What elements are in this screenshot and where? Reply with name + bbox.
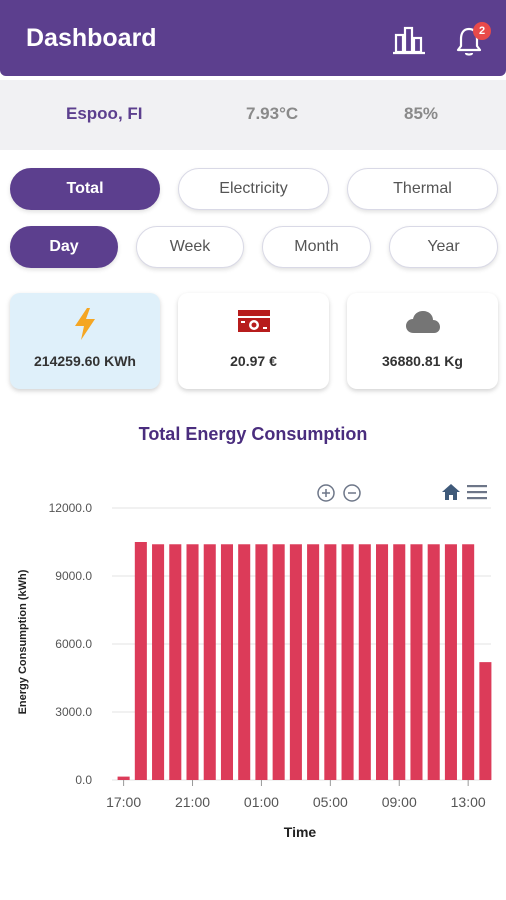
tab-week[interactable]: Week: [136, 226, 244, 268]
y-axis-label: Energy Consumption (kWh): [17, 569, 29, 714]
x-tick-label: 17:00: [106, 794, 141, 810]
cost-card[interactable]: 20.97 €: [178, 293, 329, 389]
bar-06:00[interactable]: [341, 544, 354, 780]
energy-card[interactable]: 214259.60 KWh: [10, 293, 160, 389]
tab-year[interactable]: Year: [389, 226, 498, 268]
x-axis-label: Time: [284, 824, 317, 840]
home-icon[interactable]: [440, 482, 462, 502]
cost-value: 20.97 €: [230, 353, 277, 369]
tab-electricity[interactable]: Electricity: [178, 168, 329, 210]
bar-14:00[interactable]: [479, 662, 492, 780]
chart-title: Total Energy Consumption: [138, 424, 368, 444]
money-icon: [237, 310, 270, 332]
y-tick-label: 6000.0: [55, 637, 92, 651]
tab-thermal[interactable]: Thermal: [347, 168, 498, 210]
bar-04:00[interactable]: [307, 544, 320, 780]
x-tick-label: 09:00: [382, 794, 417, 810]
notifications-button[interactable]: 2: [454, 22, 491, 58]
x-tick-label: 01:00: [244, 794, 279, 810]
bar-01:00[interactable]: [255, 544, 268, 780]
bar-10:00[interactable]: [410, 544, 423, 780]
bar-13:00[interactable]: [462, 544, 475, 780]
y-tick-label: 12000.0: [49, 501, 93, 515]
bar-19:00[interactable]: [152, 544, 165, 780]
bar-09:00[interactable]: [393, 544, 406, 780]
bar-08:00[interactable]: [375, 544, 389, 780]
weather-bar: Espoo, FI 7.93°C 85%: [0, 80, 506, 150]
zoom-out-icon[interactable]: [342, 483, 362, 503]
tab-total[interactable]: Total: [10, 168, 160, 210]
tab-month[interactable]: Month: [262, 226, 371, 268]
bar-03:00[interactable]: [289, 544, 302, 780]
tab-day[interactable]: Day: [10, 226, 118, 268]
bar-20:00[interactable]: [169, 544, 182, 780]
bar-11:00[interactable]: [427, 544, 440, 780]
location-label: Espoo, FI: [66, 104, 143, 123]
menu-icon[interactable]: [466, 484, 488, 500]
y-tick-label: 9000.0: [55, 569, 92, 583]
x-tick-label: 21:00: [175, 794, 210, 810]
bar-18:00[interactable]: [134, 542, 147, 780]
temperature-label: 7.93°C: [246, 104, 299, 123]
bar-17:00[interactable]: [117, 776, 130, 780]
zoom-in-icon[interactable]: [316, 483, 336, 503]
y-tick-label: 0.0: [75, 773, 92, 787]
page-title: Dashboard: [26, 24, 157, 52]
lightning-icon: [75, 308, 95, 340]
bar-chart-icon: [393, 26, 425, 55]
y-tick-label: 3000.0: [55, 705, 92, 719]
notification-badge: 2: [473, 22, 491, 40]
bar-02:00[interactable]: [272, 544, 285, 780]
bar-23:00[interactable]: [220, 544, 234, 780]
humidity-label: 85%: [404, 104, 439, 123]
bar-00:00[interactable]: [238, 544, 251, 780]
app-bar: Dashboard 2: [0, 0, 506, 76]
bar-07:00[interactable]: [358, 544, 371, 780]
energy-bar-chart: 0.0 3000.0 6000.0 9000.0 12000.0 17:00 21:00 0…: [17, 501, 492, 840]
co2-value: 36880.81 Kg: [382, 353, 463, 369]
energy-value: 214259.60 KWh: [34, 353, 136, 369]
x-tick-label: 13:00: [451, 794, 486, 810]
bar-12:00[interactable]: [444, 544, 457, 780]
bar-21:00[interactable]: [186, 544, 199, 780]
co2-card[interactable]: 36880.81 Kg: [347, 293, 498, 389]
stats-button[interactable]: [392, 25, 426, 55]
cloud-icon: [405, 311, 440, 333]
x-tick-label: 05:00: [313, 794, 348, 810]
bar-22:00[interactable]: [203, 544, 216, 780]
bar-05:00[interactable]: [324, 544, 337, 780]
